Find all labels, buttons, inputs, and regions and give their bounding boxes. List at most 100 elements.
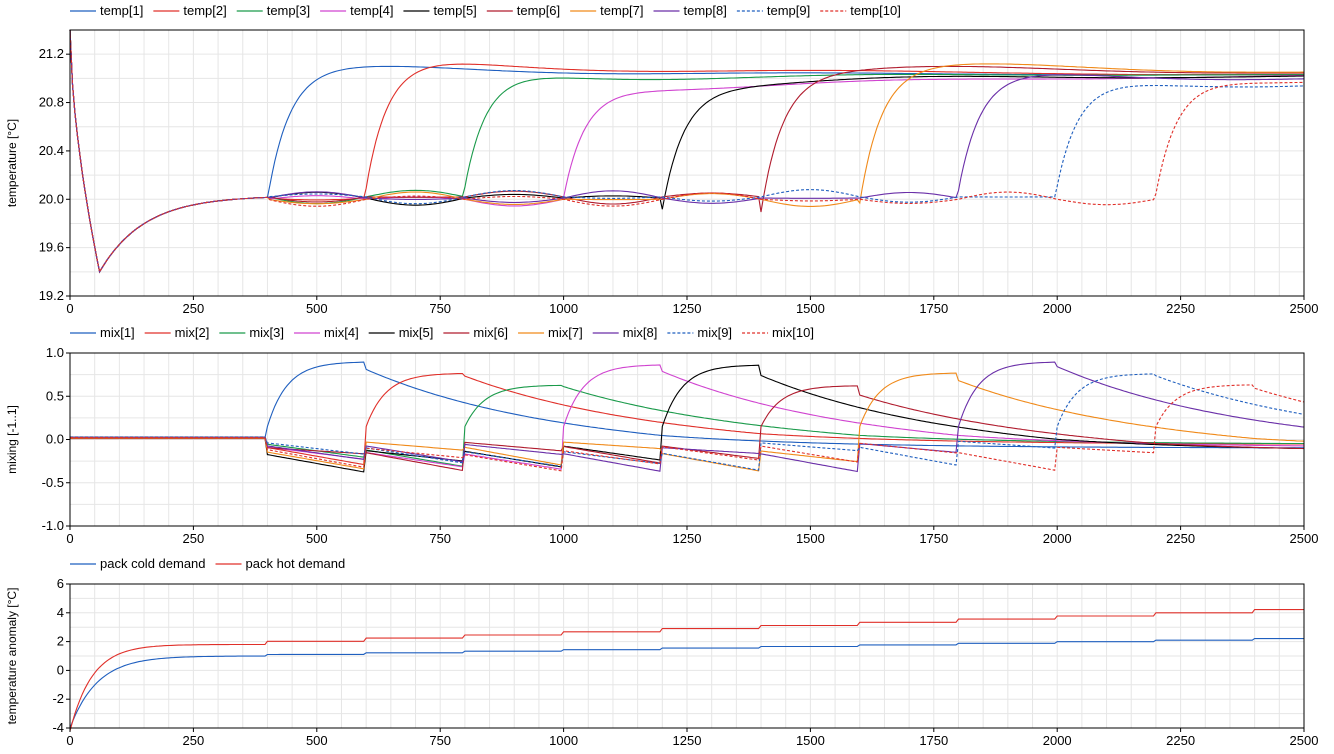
- legend-label: temp[4]: [350, 3, 393, 18]
- x-tick-label: 2500: [1290, 531, 1319, 546]
- legend-item[interactable]: temp[3]: [236, 3, 310, 18]
- legend-label: temp[10]: [850, 3, 901, 18]
- x-tick-label: 0: [66, 301, 73, 316]
- y-tick-label: 0.5: [46, 388, 64, 403]
- x-tick-label: 750: [429, 733, 451, 748]
- legend-item[interactable]: pack cold demand: [70, 556, 206, 571]
- x-tick-label: 2250: [1166, 531, 1195, 546]
- legend-item[interactable]: temp[9]: [736, 3, 810, 18]
- legend-item[interactable]: mix[4]: [294, 325, 359, 340]
- x-tick-label: 250: [183, 531, 205, 546]
- legend-item[interactable]: temp[4]: [320, 3, 393, 18]
- legend-item[interactable]: temp[5]: [403, 3, 477, 18]
- legend-item[interactable]: temp[1]: [70, 3, 143, 18]
- y-tick-label: 21.2: [39, 46, 64, 61]
- series-line-temp-10-: [69, 29, 1304, 274]
- y-tick-label: -2: [52, 691, 64, 706]
- y-axis-label: temperature [°C]: [5, 119, 19, 207]
- legend-label: pack hot demand: [246, 556, 346, 571]
- legend-label: mix[4]: [324, 325, 359, 340]
- legend-item[interactable]: temp[7]: [570, 3, 644, 18]
- y-tick-label: 19.6: [39, 240, 64, 255]
- x-tick-label: 1750: [919, 531, 948, 546]
- x-tick-label: 500: [306, 733, 328, 748]
- series-line-mix-5-: [70, 364, 1304, 473]
- legend-item[interactable]: temp[6]: [486, 3, 560, 18]
- legend-item[interactable]: mix[8]: [592, 325, 658, 340]
- legend-item[interactable]: mix[1]: [70, 325, 135, 340]
- x-tick-label: 2250: [1166, 733, 1195, 748]
- x-tick-label: 2000: [1043, 531, 1072, 546]
- y-tick-label: -4: [52, 720, 64, 735]
- legend-label: mix[2]: [175, 325, 210, 340]
- legend-item[interactable]: mix[9]: [667, 325, 732, 340]
- legend-label: temp[1]: [100, 3, 143, 18]
- y-tick-label: 6: [57, 576, 64, 591]
- x-tick-label: 500: [306, 301, 328, 316]
- legend-label: temp[7]: [600, 3, 643, 18]
- series-line-temp-9-: [69, 29, 1305, 274]
- x-tick-label: 1500: [796, 733, 825, 748]
- y-tick-label: 20.0: [39, 191, 64, 206]
- y-tick-label: -1.0: [42, 518, 64, 533]
- x-tick-label: 1250: [673, 531, 702, 546]
- x-tick-label: 2250: [1166, 301, 1195, 316]
- y-axis-label: temperature anomaly [°C]: [5, 588, 19, 725]
- panel-2: 0 250 500 750 1000 1250 1500 1750 2000 2250 2500 -1…: [5, 325, 1318, 546]
- series-line-mix-2-: [70, 372, 1304, 466]
- legend-item[interactable]: mix[3]: [219, 325, 284, 340]
- x-tick-label: 1500: [796, 531, 825, 546]
- series-line-mix-7-: [70, 372, 1305, 472]
- legend-label: mix[7]: [548, 325, 583, 340]
- x-tick-label: 1000: [549, 531, 578, 546]
- legend-item[interactable]: mix[2]: [144, 325, 210, 340]
- y-tick-label: -0.5: [42, 475, 64, 490]
- y-tick-label: 0.0: [46, 432, 64, 447]
- legend-item[interactable]: pack hot demand: [215, 556, 346, 571]
- legend-item[interactable]: temp[8]: [653, 3, 727, 18]
- panel-3: 0 250 500 750 1000 1250 1500 1750 2000 2250 2500 -4…: [5, 556, 1318, 748]
- series-line-pack-cold-demand: [69, 638, 1304, 729]
- x-tick-label: 1250: [673, 733, 702, 748]
- legend-label: temp[2]: [183, 3, 226, 18]
- x-tick-label: 0: [66, 531, 73, 546]
- x-tick-label: 2000: [1043, 301, 1072, 316]
- legend-label: mix[9]: [697, 325, 732, 340]
- legend-item[interactable]: temp[10]: [820, 3, 901, 18]
- legend-label: temp[9]: [767, 3, 810, 18]
- y-tick-label: 20.8: [39, 95, 64, 110]
- legend-label: mix[1]: [100, 325, 135, 340]
- legend-item[interactable]: mix[10]: [742, 325, 814, 340]
- y-tick-label: 1.0: [46, 345, 64, 360]
- legend-item[interactable]: mix[5]: [368, 325, 434, 340]
- series-line-pack-hot-demand: [69, 609, 1304, 732]
- legend-label: mix[8]: [623, 325, 658, 340]
- series-line-mix-10-: [70, 384, 1305, 472]
- panel-1: 0 250 500 750 1000 1250 1500 1750 2000 2250 2500 19…: [5, 3, 1318, 316]
- legend-label: mix[3]: [249, 325, 284, 340]
- x-tick-label: 250: [183, 301, 205, 316]
- y-tick-label: 2: [57, 634, 64, 649]
- x-tick-label: 1250: [673, 301, 702, 316]
- y-axis-label: mixing [-1..1]: [5, 405, 19, 474]
- x-tick-label: 2000: [1043, 733, 1072, 748]
- y-tick-label: 4: [57, 605, 64, 620]
- x-tick-label: 1750: [919, 733, 948, 748]
- x-tick-label: 1000: [549, 301, 578, 316]
- legend-item[interactable]: mix[7]: [518, 325, 583, 340]
- legend-item[interactable]: temp[2]: [153, 3, 227, 18]
- legend-item[interactable]: mix[6]: [443, 325, 508, 340]
- y-tick-label: 19.2: [39, 288, 64, 303]
- x-tick-label: 750: [429, 531, 451, 546]
- series-line-mix-1-: [70, 361, 1304, 449]
- legend-label: mix[10]: [772, 325, 814, 340]
- series-line-temp-6-: [69, 29, 1304, 274]
- legend-label: temp[3]: [267, 3, 310, 18]
- x-tick-label: 2500: [1290, 733, 1319, 748]
- x-tick-label: 500: [306, 531, 328, 546]
- legend-label: mix[5]: [399, 325, 434, 340]
- y-tick-label: 20.4: [39, 143, 64, 158]
- x-tick-label: 1000: [549, 733, 578, 748]
- x-tick-label: 250: [183, 733, 205, 748]
